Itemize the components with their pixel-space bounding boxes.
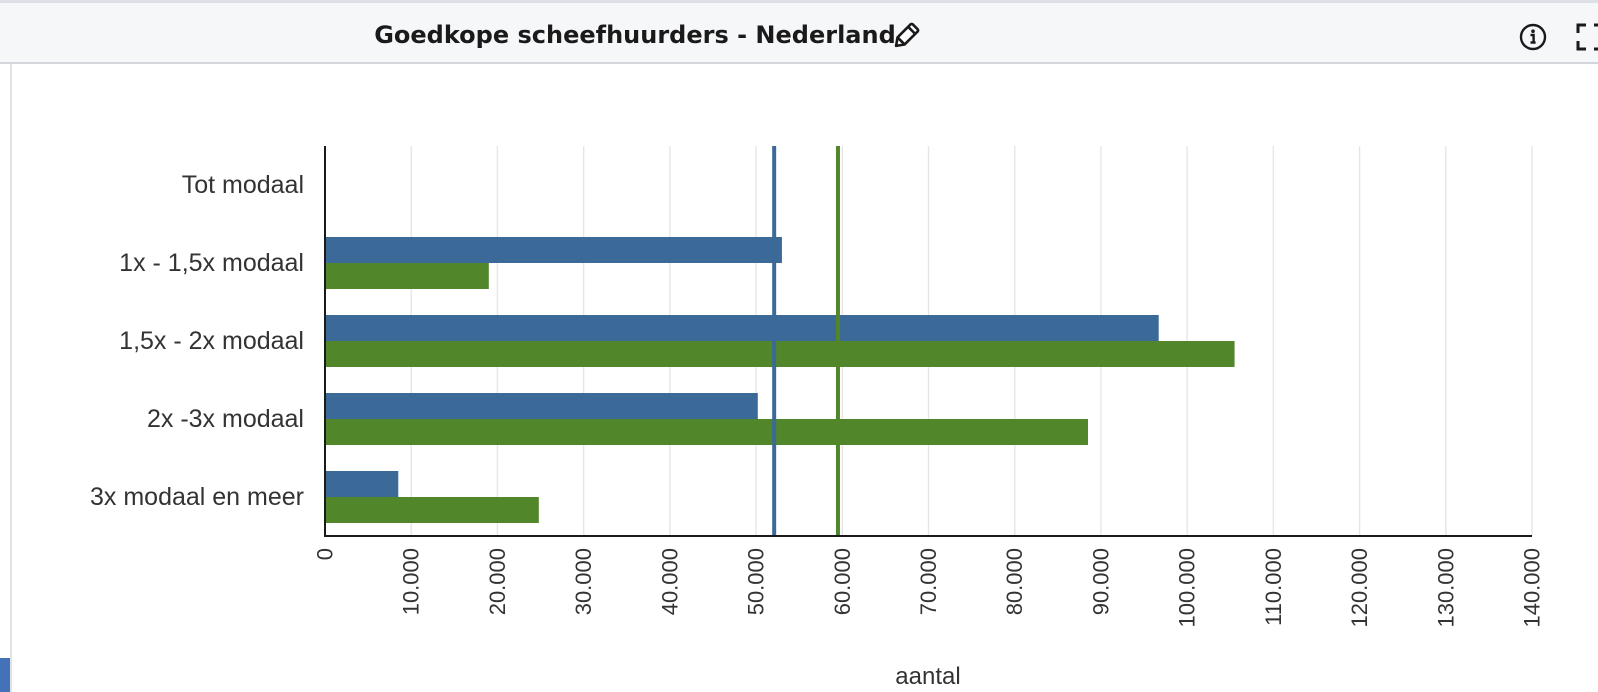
edit-icon[interactable] <box>890 20 922 52</box>
bar <box>325 237 782 263</box>
chart-header: Goedkope scheefhuurders - Nederland <box>0 0 1598 64</box>
x-tick-label: 0 <box>313 548 338 560</box>
bar <box>325 419 1088 445</box>
info-icon[interactable] <box>1518 22 1548 52</box>
x-tick-labels: 0 10.000 20.000 30.000 40.000 50.000 60.000 70.… <box>313 548 1545 628</box>
x-tick-label: 50.000 <box>744 548 769 615</box>
y-tick-label: 1x - 1,5x modaal <box>119 249 304 277</box>
bar <box>325 263 489 289</box>
y-tick-labels: Tot modaal 1x - 1,5x modaal 1,5x - 2x moda… <box>90 171 304 511</box>
x-tick-label: 70.000 <box>916 548 941 615</box>
x-tick-label: 100.000 <box>1175 548 1200 628</box>
bars <box>325 237 1235 523</box>
chart-title: Goedkope scheefhuurders - Nederland <box>374 21 896 49</box>
x-tick-label: 60.000 <box>830 548 855 615</box>
y-tick-label: 1,5x - 2x modaal <box>119 327 304 355</box>
x-tick-label: 10.000 <box>399 548 424 615</box>
bar <box>325 315 1159 341</box>
x-tick-label: 20.000 <box>485 548 510 615</box>
expand-icon[interactable] <box>1575 22 1598 52</box>
x-tick-label: 110.000 <box>1261 548 1286 626</box>
bar <box>325 497 539 523</box>
y-tick-label: 2x -3x modaal <box>147 405 304 433</box>
x-tick-label: 120.000 <box>1347 548 1372 628</box>
x-tick-label: 90.000 <box>1088 548 1113 615</box>
y-tick-label: 3x modaal en meer <box>90 483 304 511</box>
axes <box>324 146 1532 537</box>
x-tick-label: 140.000 <box>1520 548 1545 628</box>
x-tick-label: 40.000 <box>657 548 682 615</box>
bar <box>325 471 399 497</box>
reference-lines <box>772 146 840 536</box>
bar <box>325 341 1235 367</box>
side-tab[interactable] <box>0 658 10 692</box>
panel-divider <box>10 64 12 692</box>
x-tick-label: 30.000 <box>571 548 596 615</box>
x-axis-label: aantal <box>895 663 960 690</box>
x-tick-label: 130.000 <box>1433 548 1458 628</box>
bar <box>325 393 758 419</box>
y-tick-label: Tot modaal <box>182 171 304 199</box>
x-tick-label: 80.000 <box>1002 548 1027 615</box>
